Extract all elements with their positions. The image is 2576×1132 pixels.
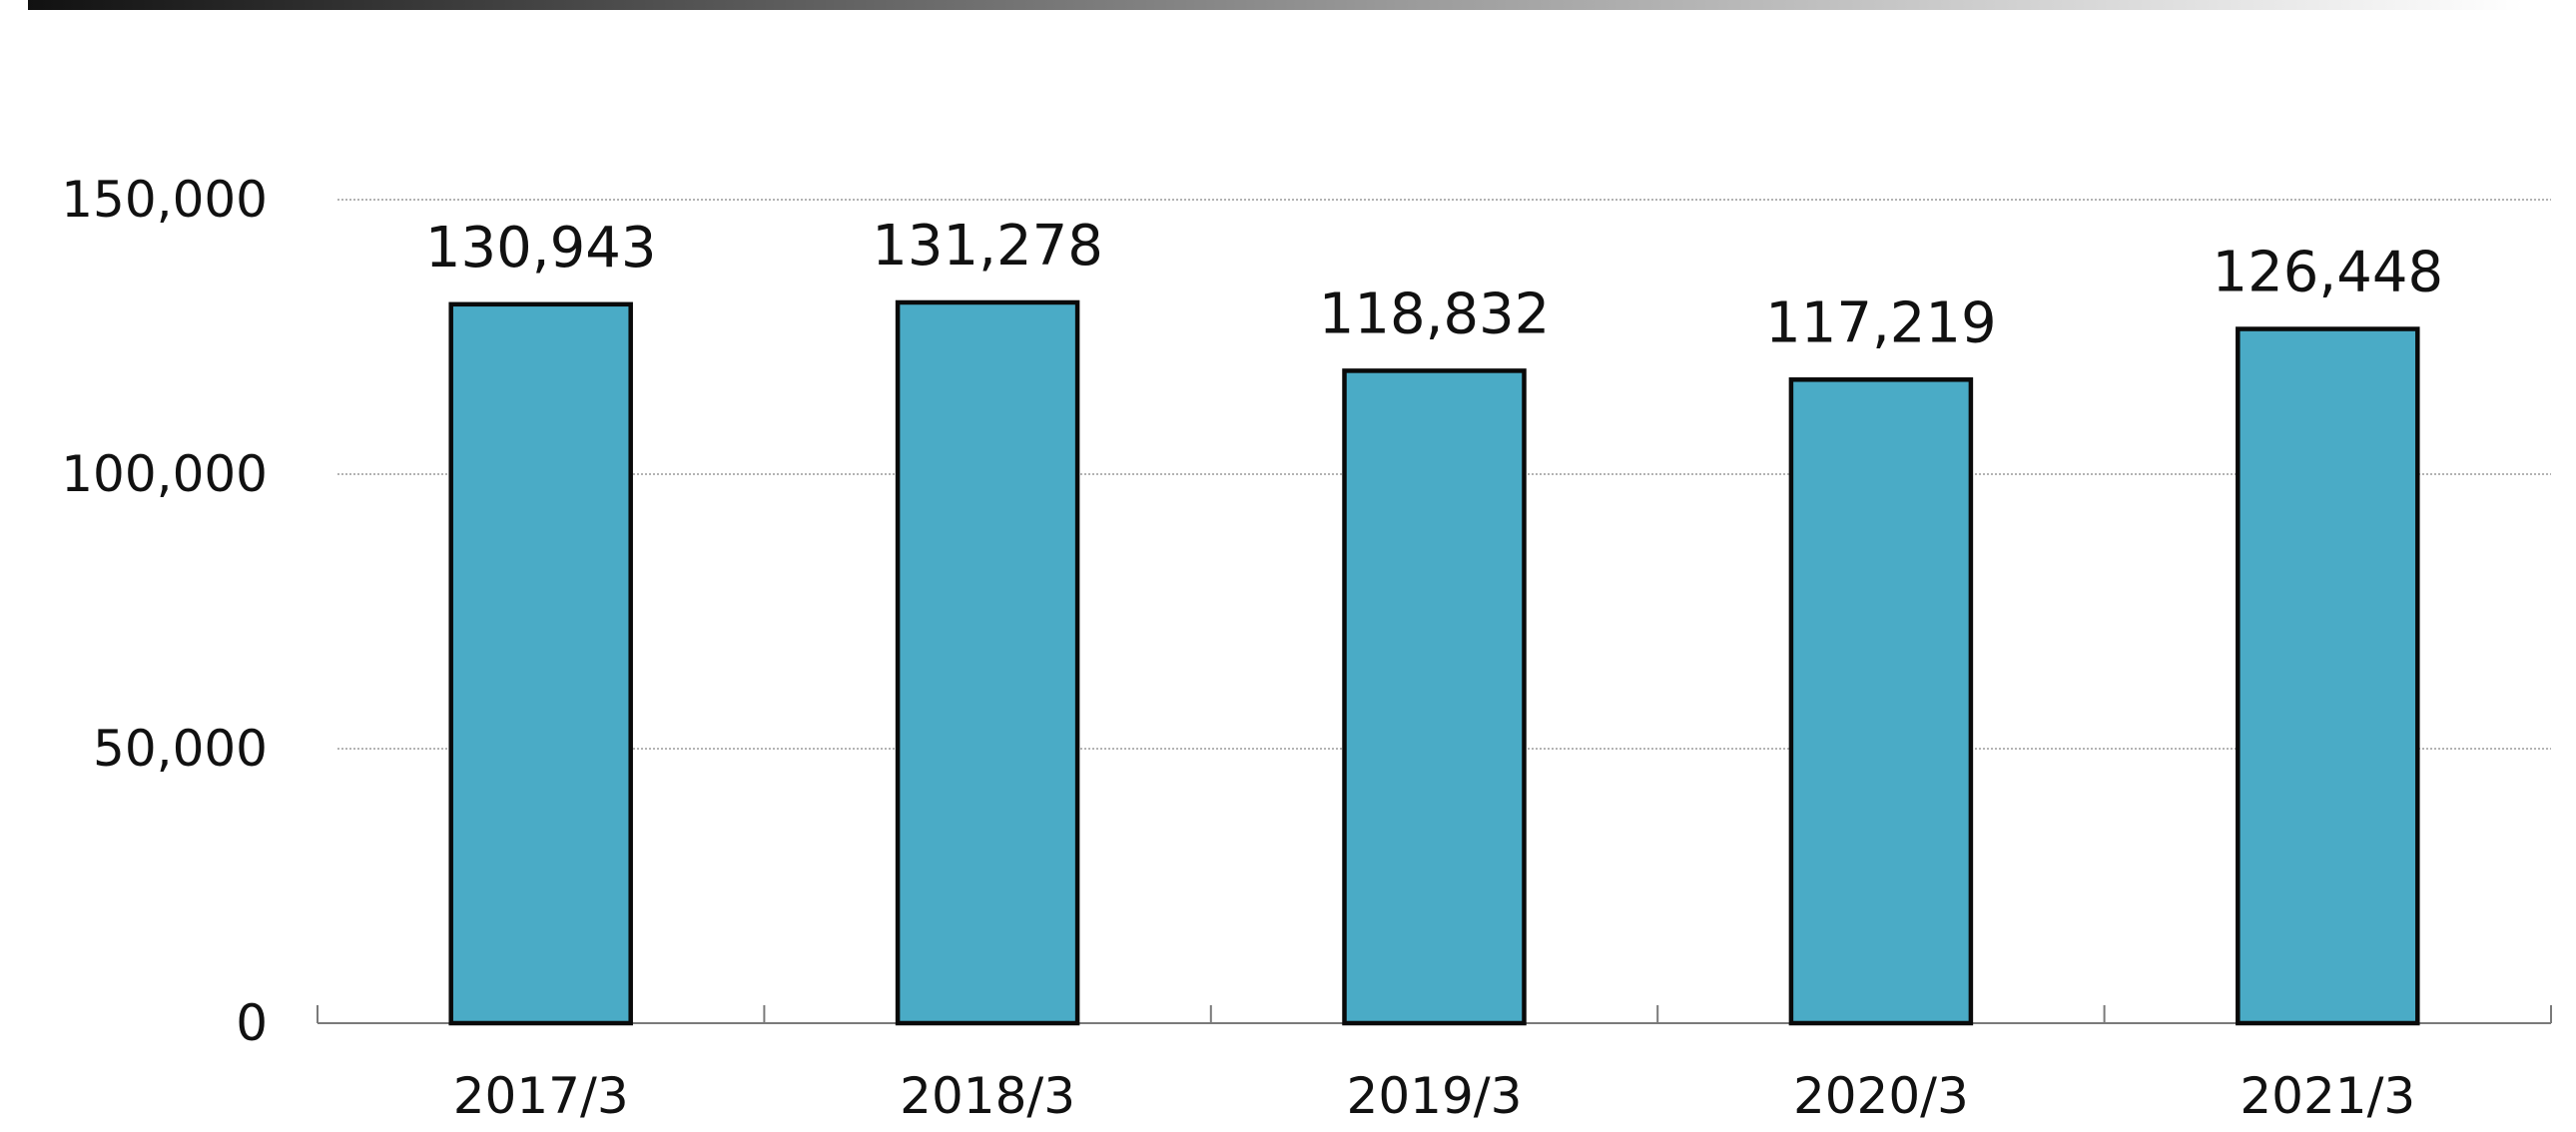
x-tick-label: 2018/3 — [900, 1067, 1075, 1125]
x-tick-label: 2021/3 — [2240, 1067, 2415, 1125]
bar — [895, 299, 1080, 1026]
y-axis-tick-labels: 0 50,000 100,000 150,000 — [61, 171, 268, 1052]
header-gradient-band — [28, 0, 2524, 10]
x-tick-label: 2020/3 — [1793, 1067, 1969, 1125]
x-tick-label: 2017/3 — [453, 1067, 629, 1125]
y-tick-label: 0 — [236, 994, 268, 1052]
y-tick-label: 100,000 — [61, 445, 268, 503]
bar — [2236, 326, 2420, 1026]
bar — [448, 301, 633, 1026]
y-tick-label: 50,000 — [93, 720, 268, 778]
bar-value-label: 126,448 — [2213, 241, 2444, 305]
bar — [1788, 377, 1974, 1026]
x-tick-label: 2019/3 — [1347, 1067, 1523, 1125]
bar-value-label: 130,943 — [425, 216, 657, 281]
bar — [1342, 368, 1527, 1026]
bar-value-label: 117,219 — [1765, 290, 1997, 355]
y-tick-label: 150,000 — [61, 171, 268, 229]
bars — [448, 299, 2420, 1026]
data-labels: 130,943 131,278 118,832 117,219 126,448 — [425, 214, 2443, 355]
bar-value-label: 118,832 — [1319, 282, 1551, 346]
bar-value-label: 131,278 — [872, 214, 1103, 279]
x-axis-tick-labels: 2017/3 2018/3 2019/3 2020/3 2021/3 — [453, 1067, 2416, 1125]
